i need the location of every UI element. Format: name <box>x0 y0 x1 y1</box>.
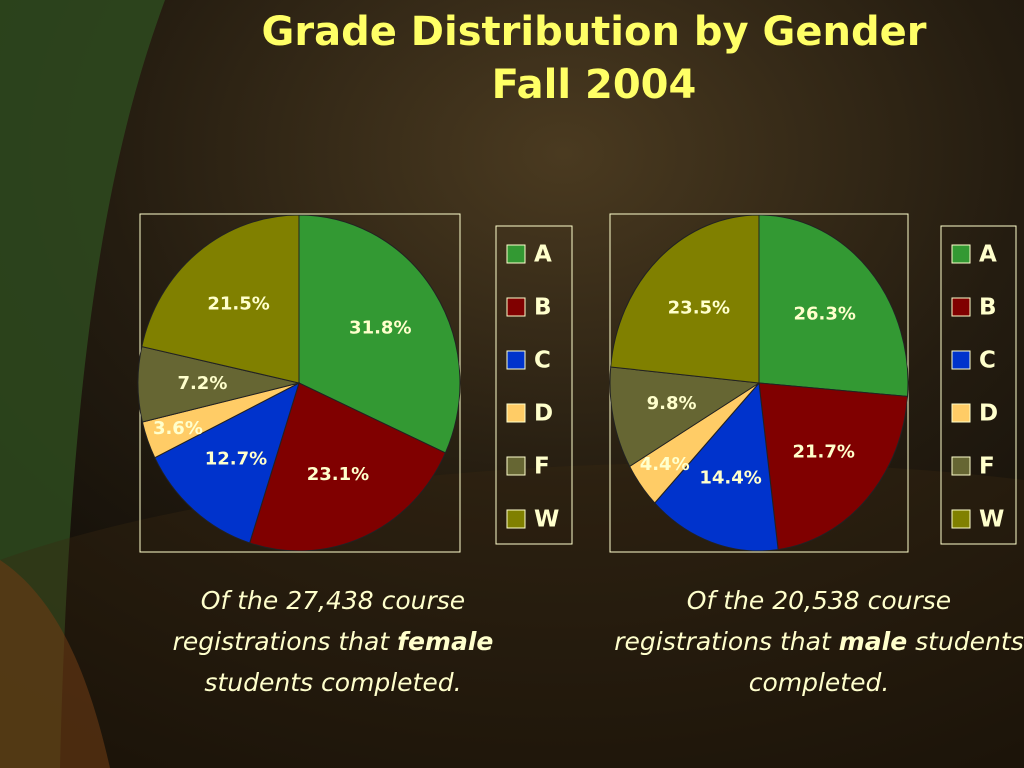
caption-emphasis: female <box>397 627 494 656</box>
pie-slice <box>154 382 300 544</box>
legend-swatch <box>951 350 971 370</box>
legend-label: A <box>534 242 552 268</box>
data-label: 23.5% <box>668 297 730 318</box>
legend-swatch <box>506 456 526 476</box>
legend-swatch <box>951 509 971 529</box>
legend-label: F <box>534 454 550 480</box>
data-label: 23.1% <box>307 464 369 485</box>
data-label: 21.5% <box>207 293 269 314</box>
background-curve <box>0 560 110 768</box>
legend-swatch <box>951 456 971 476</box>
caption: Of the 27,438 course registrations that … <box>118 580 548 703</box>
pie-slice <box>298 214 461 454</box>
data-label: 31.8% <box>349 318 411 339</box>
legend-label: F <box>979 454 995 480</box>
legend-frame <box>495 225 573 545</box>
pie-slice <box>654 381 779 552</box>
data-label: 12.7% <box>205 448 267 469</box>
caption-text: Of the 27,438 course registrations that <box>172 586 466 656</box>
pie-slice <box>610 214 760 384</box>
legend-swatch <box>506 244 526 264</box>
legend-swatch <box>506 403 526 423</box>
title: Fall 2004 <box>492 62 697 108</box>
pie-slice <box>758 214 909 397</box>
pie-slice <box>141 214 300 384</box>
caption-emphasis: male <box>838 627 908 656</box>
legend-swatch <box>506 297 526 317</box>
legend-label: C <box>534 348 551 374</box>
legend-label: B <box>979 295 997 321</box>
legend-swatch <box>506 509 526 529</box>
legend-label: C <box>979 348 996 374</box>
legend-frame <box>940 225 1017 545</box>
caption: Of the 20,538 course registrations that … <box>604 580 1024 703</box>
data-label: 21.7% <box>793 442 855 463</box>
title: Grade Distribution by Gender <box>262 9 927 55</box>
background-curve <box>0 0 165 768</box>
data-label: 4.4% <box>640 454 690 475</box>
data-label: 26.3% <box>793 304 855 325</box>
caption-text: students completed. <box>204 668 462 697</box>
caption-text: students completed. <box>748 627 1024 697</box>
legend-label: A <box>979 242 997 268</box>
caption-text: Of the 20,538 course registrations that <box>614 586 952 656</box>
legend-label: D <box>534 401 553 427</box>
pie-slice <box>609 366 761 468</box>
pie-slice <box>758 382 909 551</box>
data-label: 3.6% <box>153 418 203 439</box>
legend-label: B <box>534 295 552 321</box>
legend-label: W <box>979 507 1004 533</box>
legend-swatch <box>951 297 971 317</box>
legend-label: W <box>534 507 559 533</box>
pie-slice <box>249 382 447 552</box>
legend-swatch <box>506 350 526 370</box>
data-label: 9.8% <box>647 393 697 414</box>
legend-swatch <box>951 244 971 264</box>
data-label: 14.4% <box>699 468 761 489</box>
data-label: 7.2% <box>177 373 227 394</box>
legend-label: D <box>979 401 998 427</box>
legend-swatch <box>951 403 971 423</box>
